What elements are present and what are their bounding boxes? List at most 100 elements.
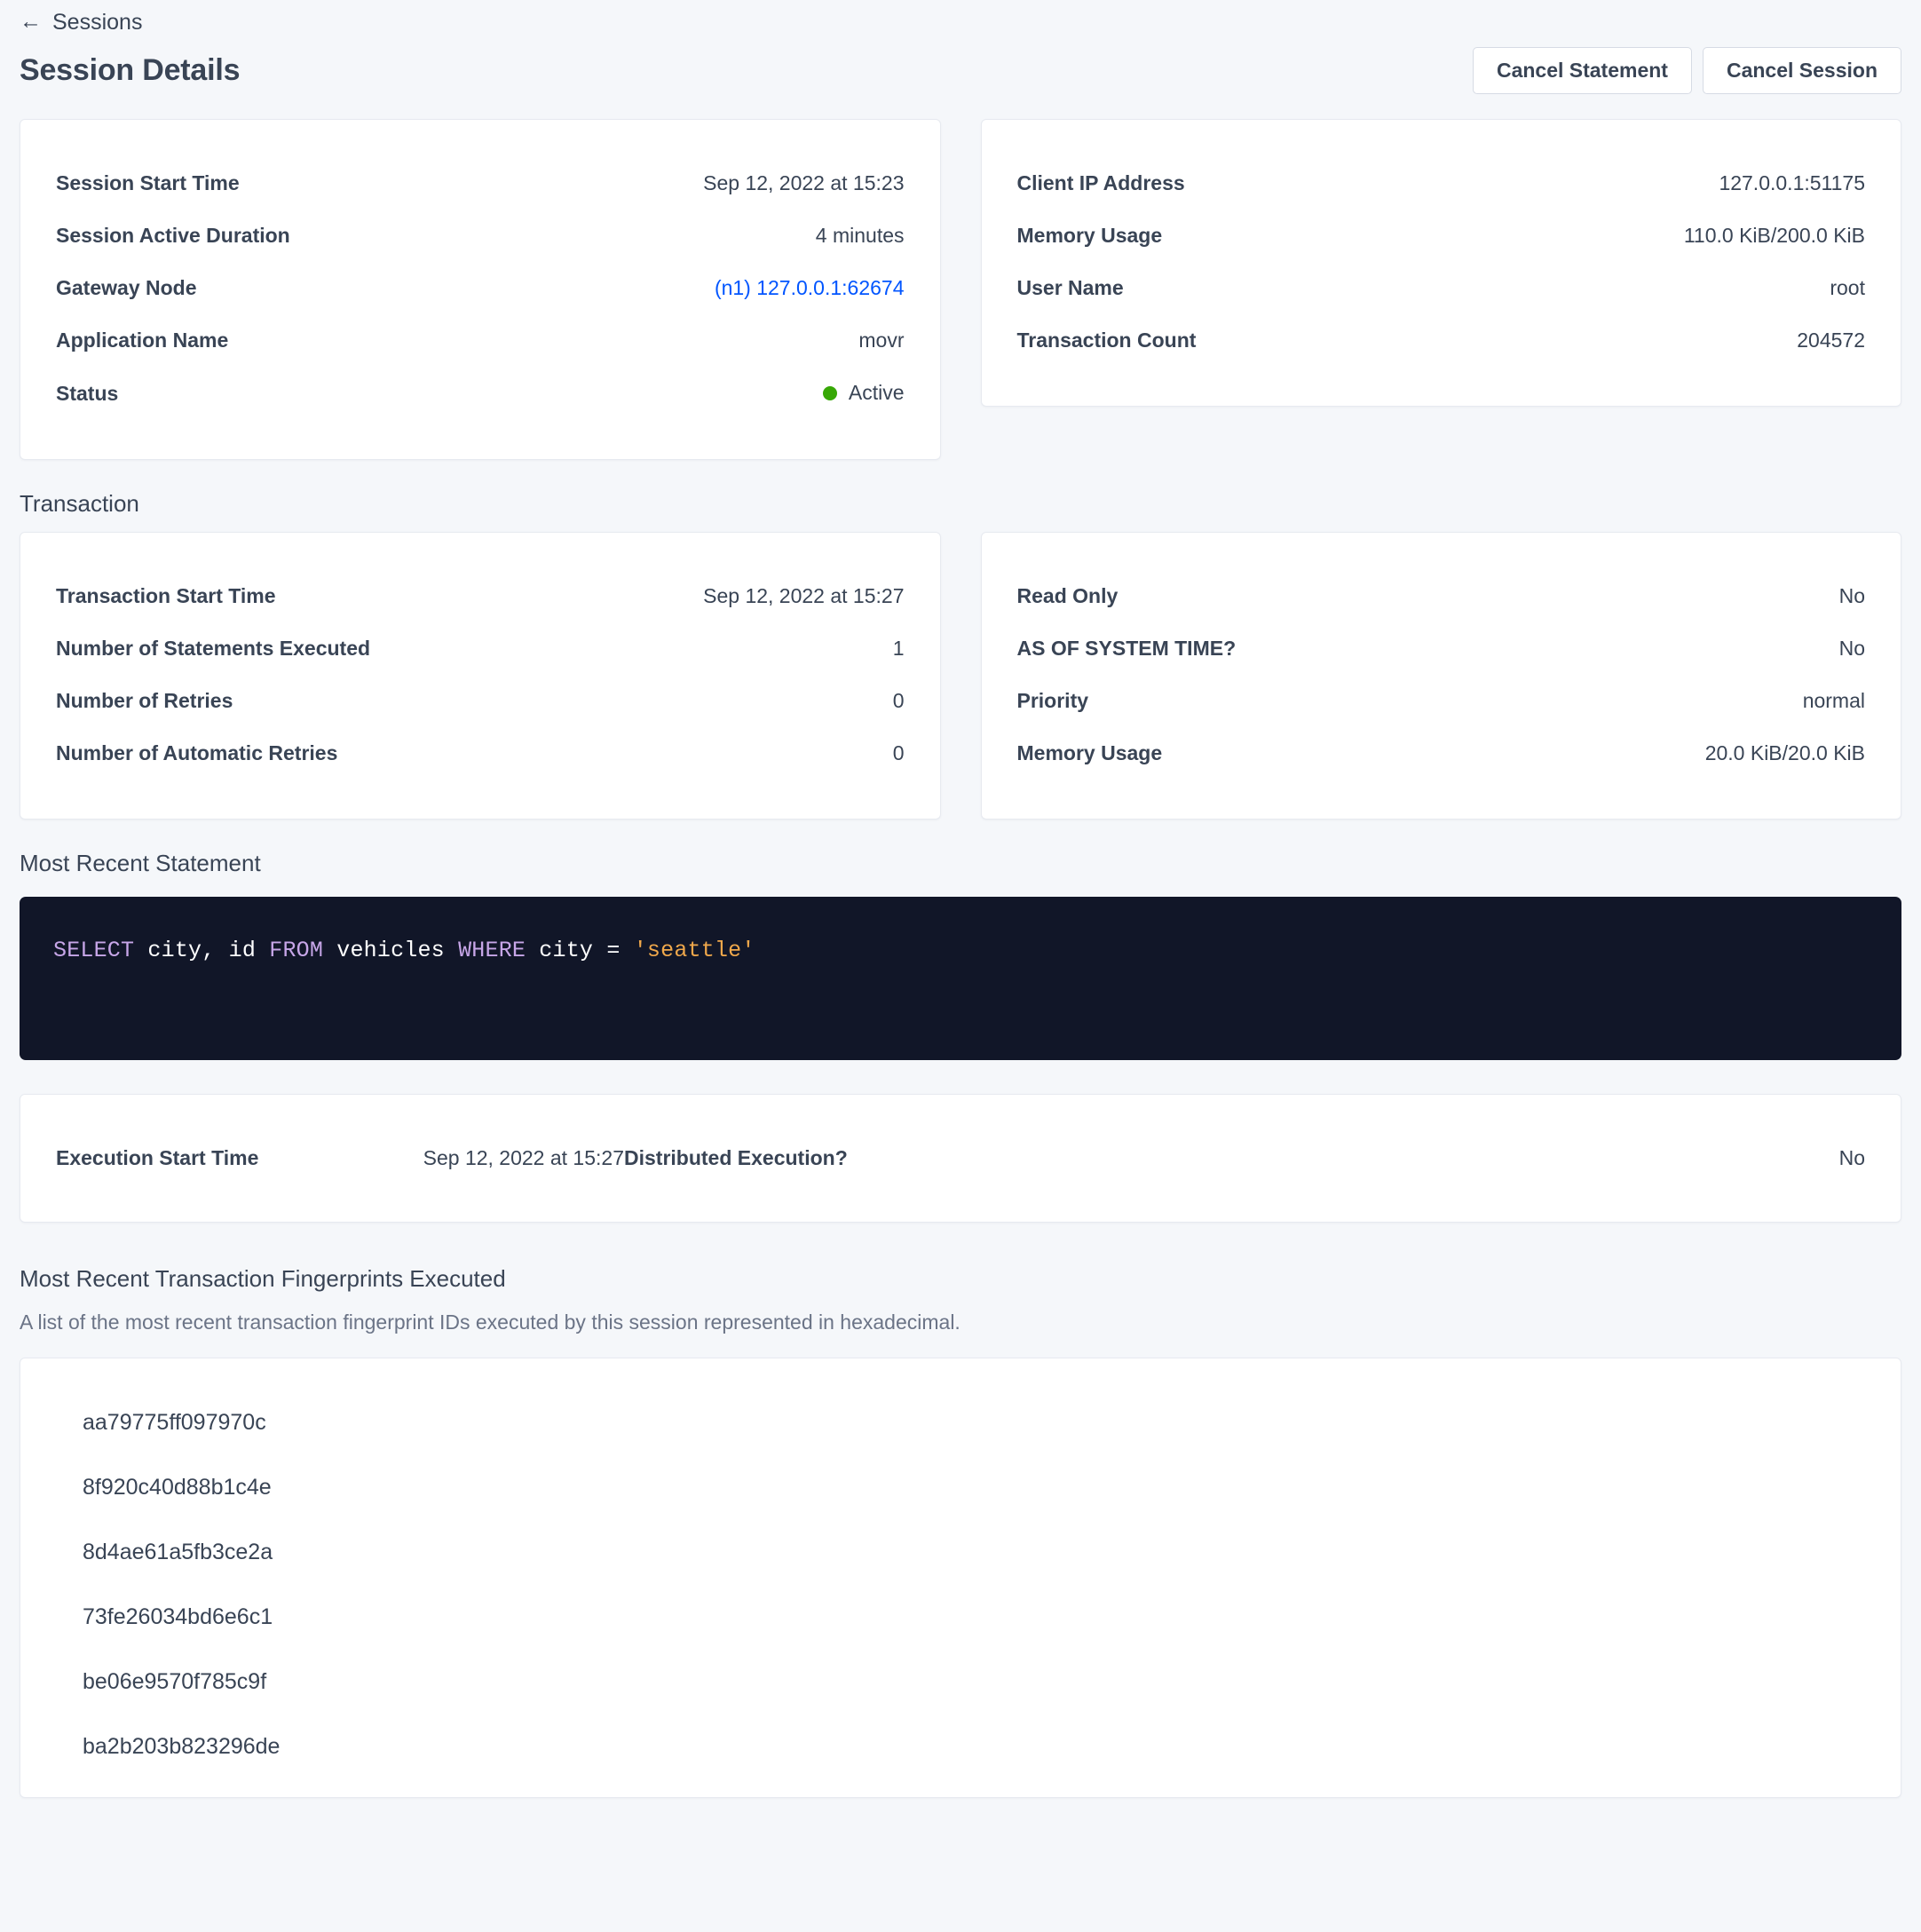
fingerprints-list-card: aa79775ff097970c 8f920c40d88b1c4e 8d4ae6… [20,1357,1901,1798]
breadcrumb-back-to-sessions[interactable]: ← Sessions [20,0,142,36]
field-label: Number of Statements Executed [56,636,371,660]
field-gateway-node: Gateway Node (n1) 127.0.0.1:62674 [56,262,905,314]
fingerprints-section-title: Most Recent Transaction Fingerprints Exe… [20,1264,506,1292]
field-memory-usage: Memory Usage 110.0 KiB/200.0 KiB [1017,210,1866,262]
field-label: AS OF SYSTEM TIME? [1016,636,1237,660]
field-label: Read Only [1016,583,1119,607]
session-info-card: Session Start Time Sep 12, 2022 at 15:23… [20,119,941,460]
sql-token-table: vehicles [323,937,459,963]
field-value: 204572 [1797,329,1865,352]
field-label: Session Start Time [56,171,240,194]
field-value: 1 [892,636,905,660]
field-value: 4 minutes [815,224,905,247]
field-label: Priority [1016,688,1089,712]
breadcrumb-label: Sessions [52,9,143,35]
transaction-section-title: Transaction [20,489,139,517]
sql-token-from: FROM [269,937,324,963]
field-value: 110.0 KiB/200.0 KiB [1683,224,1865,247]
field-number-of-statements-executed: Number of Statements Executed 1 [56,622,905,675]
list-item[interactable]: be06e9570f785c9f [83,1668,267,1694]
gateway-node-link[interactable]: (n1) 127.0.0.1:62674 [714,276,905,299]
field-label: Client IP Address [1016,171,1185,194]
field-transaction-start-time: Transaction Start Time Sep 12, 2022 at 1… [56,570,905,622]
field-value: Sep 12, 2022 at 15:23 [703,171,905,194]
field-label: Status [56,381,119,405]
field-as-of-system-time: AS OF SYSTEM TIME? No [1017,622,1866,675]
field-number-of-retries: Number of Retries 0 [56,675,905,727]
field-client-ip-address: Client IP Address 127.0.0.1:51175 [1017,157,1866,210]
field-value: Sep 12, 2022 at 15:27 [423,1145,624,1169]
page-header: Session Details Cancel Statement Cancel … [20,36,1901,99]
field-value: 0 [892,688,905,712]
page-title: Session Details [20,52,241,87]
session-summary-row: Session Start Time Sep 12, 2022 at 15:23… [20,119,1901,460]
fingerprints-description: A list of the most recent transaction fi… [20,1310,960,1334]
field-value: No [1838,1145,1865,1169]
sql-token-predicate: city = [526,937,634,963]
transaction-right-column: Read Only No AS OF SYSTEM TIME? No Prior… [980,531,1901,820]
field-value: 127.0.0.1:51175 [1719,171,1865,194]
field-label: Transaction Start Time [56,583,276,607]
field-label: Number of Automatic Retries [56,740,338,764]
status-label: Active [848,381,905,404]
field-label: Application Name [56,329,229,352]
field-priority: Priority normal [1017,675,1866,727]
field-distributed-execution: Distributed Execution? [624,1146,1839,1170]
sql-token-select: SELECT [53,937,135,963]
sql-token-string-literal: 'seattle' [633,937,755,963]
arrow-left-icon: ← [20,8,42,34]
execution-info-card: Execution Start Time Sep 12, 2022 at 15:… [20,1093,1901,1223]
field-transaction-count: Transaction Count 204572 [1017,314,1866,367]
field-session-active-duration: Session Active Duration 4 minutes [56,210,905,262]
field-value: normal [1802,688,1865,712]
header-actions: Cancel Statement Cancel Session [1472,46,1901,94]
cancel-statement-button[interactable]: Cancel Statement [1472,46,1692,94]
field-label: Transaction Count [1016,329,1197,352]
field-value: Sep 12, 2022 at 15:27 [703,583,905,607]
field-execution-start-time: Execution Start Time Sep 12, 2022 at 15:… [56,1146,624,1170]
session-left-column: Session Start Time Sep 12, 2022 at 15:23… [20,119,941,460]
transaction-summary-row: Transaction Start Time Sep 12, 2022 at 1… [20,531,1901,820]
field-value: 20.0 KiB/20.0 KiB [1704,740,1865,764]
field-label: Execution Start Time [56,1145,259,1169]
field-transaction-memory-usage: Memory Usage 20.0 KiB/20.0 KiB [1017,727,1866,780]
field-label: Distributed Execution? [624,1145,848,1169]
field-label: Session Active Duration [56,224,290,247]
field-read-only: Read Only No [1017,570,1866,622]
sql-token-columns: city, id [134,937,270,963]
field-label: Number of Retries [56,688,233,712]
field-value: No [1838,583,1865,607]
status-badge: Active [822,381,905,405]
list-item[interactable]: aa79775ff097970c [83,1409,266,1435]
field-label: User Name [1016,276,1124,299]
cancel-session-button[interactable]: Cancel Session [1702,46,1901,94]
transaction-info-card: Transaction Start Time Sep 12, 2022 at 1… [20,531,941,820]
distributed-execution-value: No [1839,1146,1865,1170]
list-item[interactable]: 73fe26034bd6e6c1 [83,1603,273,1629]
field-label: Memory Usage [1016,740,1163,764]
field-application-name: Application Name movr [56,314,905,367]
field-value: movr [858,329,905,352]
field-value: 0 [892,740,905,764]
client-info-card: Client IP Address 127.0.0.1:51175 Memory… [980,119,1901,407]
sql-code-block: SELECT city, id FROM vehicles WHERE city… [20,896,1901,1060]
statement-section-title: Most Recent Statement [20,849,261,876]
field-value: root [1830,276,1865,299]
sql-statement-line: SELECT city, id FROM vehicles WHERE city… [53,938,1868,963]
list-item[interactable]: 8d4ae61a5fb3ce2a [83,1539,273,1564]
transaction-options-card: Read Only No AS OF SYSTEM TIME? No Prior… [980,531,1901,820]
field-label: Memory Usage [1016,224,1163,247]
field-status: Status Active [56,367,905,420]
list-item[interactable]: 8f920c40d88b1c4e [83,1474,272,1500]
session-right-column: Client IP Address 127.0.0.1:51175 Memory… [980,119,1901,460]
sql-token-where: WHERE [458,937,526,963]
transaction-left-column: Transaction Start Time Sep 12, 2022 at 1… [20,531,941,820]
status-dot-icon [822,385,837,400]
field-label: Gateway Node [56,276,197,299]
field-number-of-automatic-retries: Number of Automatic Retries 0 [56,727,905,780]
field-session-start-time: Session Start Time Sep 12, 2022 at 15:23 [56,157,905,210]
list-item[interactable]: ba2b203b823296de [83,1733,281,1759]
field-value: No [1838,636,1865,660]
field-user-name: User Name root [1017,262,1866,314]
